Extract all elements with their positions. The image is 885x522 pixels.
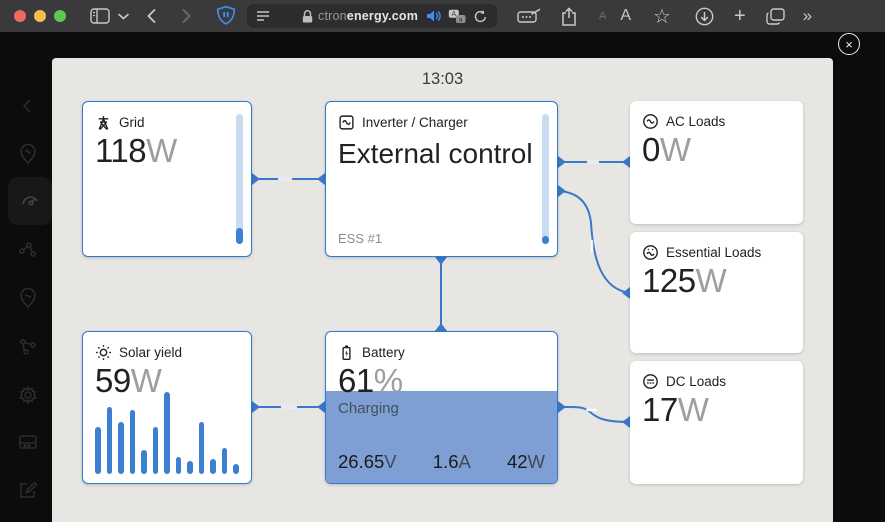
battery-card[interactable]: Battery 61% Charging 26.65V 1.6A 42W (325, 331, 558, 484)
overlay-close-button[interactable]: × (838, 33, 860, 55)
reload-icon[interactable] (473, 9, 488, 24)
essential-loads-icon (642, 244, 659, 261)
grid-card[interactable]: Grid 118W (82, 101, 252, 257)
solar-history-bar (118, 422, 124, 474)
battery-label: Battery (362, 345, 405, 360)
window-controls (14, 10, 66, 22)
sidebar-item-notes[interactable] (16, 478, 40, 502)
more-toolbar-items-button[interactable]: » (802, 6, 813, 25)
solar-history-chart (95, 388, 239, 474)
solar-history-bar (187, 461, 193, 474)
battery-icon (338, 344, 355, 361)
grid-power-value: 118W (95, 132, 178, 169)
grid-usage-gauge (236, 114, 243, 244)
solar-yield-card[interactable]: Solar yield 59W (82, 331, 252, 484)
solar-yield-label: Solar yield (119, 345, 183, 360)
solar-history-bar (106, 406, 113, 474)
downloads-icon[interactable] (695, 7, 714, 26)
battery-metrics-row: 26.65V 1.6A 42W (338, 451, 545, 473)
power-flow-overlay: 13:03 (52, 58, 833, 522)
solar-history-bar (164, 392, 170, 474)
solar-history-bar (129, 409, 136, 474)
close-window-button[interactable] (14, 10, 26, 22)
solar-history-bar (210, 458, 216, 474)
solar-power-value: 59W (95, 362, 162, 399)
battery-soc-fill (326, 390, 557, 483)
bookmark-star-icon[interactable]: ☆ (653, 5, 671, 28)
essential-loads-power-value: 125W (642, 262, 727, 299)
url-truncated-segment: ctron (318, 9, 347, 23)
autofill-icon[interactable] (517, 8, 541, 24)
battery-voltage: 26.65V (338, 451, 397, 472)
minimize-window-button[interactable] (34, 10, 46, 22)
svg-text:a: a (459, 16, 463, 23)
privacy-shield-icon[interactable] (215, 4, 237, 28)
inverter-label: Inverter / Charger (362, 115, 468, 130)
ac-loads-power-value: 0W (642, 131, 692, 168)
ac-loads-label: AC Loads (666, 114, 726, 129)
font-smaller-button[interactable]: A (599, 10, 607, 22)
new-tab-button[interactable]: + (733, 4, 746, 27)
lock-icon (301, 9, 314, 24)
grid-label: Grid (119, 115, 145, 130)
grid-pylon-icon (95, 114, 112, 131)
sidebar-item-gps[interactable] (16, 286, 40, 310)
sidebar-item-network[interactable] (16, 335, 40, 359)
inverter-state: External control (338, 138, 533, 169)
sun-icon (95, 344, 112, 361)
battery-status: Charging (338, 400, 399, 417)
zoom-window-button[interactable] (54, 10, 66, 22)
essential-loads-label: Essential Loads (666, 245, 762, 260)
sidebar-item-location[interactable] (16, 142, 40, 166)
app-background: × 13:03 (0, 32, 885, 522)
ac-loads-card[interactable]: AC Loads 0W (630, 101, 803, 224)
solar-history-bar (95, 426, 101, 474)
svg-text:A: A (452, 11, 457, 18)
inverter-icon (338, 114, 355, 131)
sidebar-item-dashboard-active[interactable] (8, 177, 52, 225)
forward-button[interactable] (182, 9, 191, 23)
sidebar-toggle-icon[interactable] (90, 8, 110, 24)
audio-playing-icon[interactable] (426, 9, 442, 23)
inverter-subtitle: ESS #1 (338, 231, 383, 246)
url-domain-segment: energy.com (346, 9, 419, 23)
url-text: ctronenergy.com (318, 9, 418, 23)
timestamp: 13:03 (421, 70, 464, 88)
page-menu-icon[interactable] (255, 9, 271, 23)
back-button[interactable] (147, 9, 156, 23)
battery-current: 1.6A (432, 451, 471, 472)
solar-history-bar (175, 456, 182, 474)
ac-loads-icon (642, 113, 659, 130)
solar-history-bar (152, 426, 159, 474)
tab-overview-icon[interactable] (765, 7, 785, 25)
solar-history-bar (221, 448, 228, 474)
inverter-usage-gauge (542, 114, 549, 244)
inverter-charger-card[interactable]: Inverter / Charger External control ESS … (325, 101, 558, 257)
dc-loads-label: DC Loads (666, 374, 727, 389)
dc-loads-icon (642, 373, 659, 390)
dc-loads-card[interactable]: DC Loads 17W (630, 361, 803, 484)
solar-history-bar (198, 422, 205, 474)
chevron-down-icon[interactable] (118, 13, 129, 20)
dc-loads-power-value: 17W (642, 391, 709, 428)
font-larger-button[interactable]: A (620, 7, 632, 24)
share-icon[interactable] (561, 6, 577, 26)
essential-loads-card[interactable]: Essential Loads 125W (630, 232, 803, 353)
sidebar-back-icon[interactable] (16, 94, 40, 118)
battery-soc-value: 61% (338, 362, 404, 399)
sidebar-item-devices[interactable] (16, 238, 40, 262)
battery-power: 42W (506, 451, 545, 472)
sidebar-item-remote-console[interactable] (16, 430, 40, 454)
solar-history-bar (233, 463, 239, 474)
sidebar-item-settings[interactable] (16, 383, 40, 407)
solar-history-bar (141, 449, 147, 474)
